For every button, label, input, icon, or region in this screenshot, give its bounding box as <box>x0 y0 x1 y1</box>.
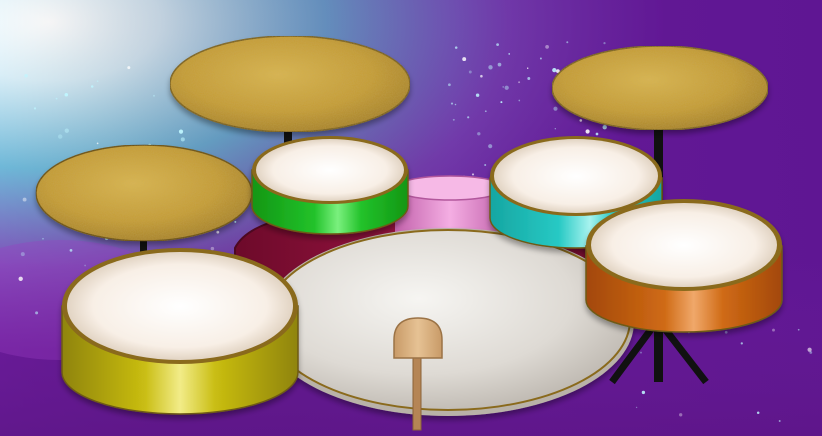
sparkle-dot <box>42 237 44 240</box>
sparkle-dot <box>84 264 86 267</box>
sparkle-dot <box>90 85 94 88</box>
sparkle-dot <box>488 65 493 70</box>
sparkle-dot <box>539 57 542 60</box>
sparkle-dot <box>585 129 590 134</box>
sparkle-dot <box>518 81 521 84</box>
ride-cymbal-center[interactable] <box>169 35 411 133</box>
sparkle-dot <box>554 128 556 130</box>
sparkle-dot <box>452 118 455 121</box>
sparkle-dot <box>497 62 502 67</box>
sparkle-dot <box>484 110 487 113</box>
sparkle-dot <box>234 220 237 223</box>
sparkle-dot <box>556 69 560 73</box>
sparkle-dot <box>602 125 607 130</box>
sparkle-dot <box>797 328 800 331</box>
high-tom-green[interactable] <box>251 136 409 235</box>
sparkle-dot <box>35 311 39 315</box>
sparkle-dot <box>448 83 451 87</box>
sparkle-dot <box>809 351 813 354</box>
sparkle-dot <box>545 45 549 49</box>
sparkle-dot <box>454 103 457 106</box>
sparkle-dot <box>679 413 683 417</box>
sparkle-dot <box>778 420 781 422</box>
sparkle-dot <box>468 70 472 74</box>
sparkle-dot <box>467 116 470 119</box>
crash-cymbal-right[interactable] <box>551 45 769 131</box>
sparkle-dot <box>210 246 215 251</box>
sparkle-dot <box>508 53 511 55</box>
sparkle-dot <box>502 86 505 88</box>
sparkle-dot <box>450 102 454 105</box>
sparkle-dot <box>603 42 606 45</box>
sparkle-dot <box>96 142 99 145</box>
sparkle-dot <box>740 342 743 345</box>
sparkle-dot <box>724 330 728 334</box>
sparkle-dot <box>58 134 63 139</box>
sparkle-dot <box>477 132 481 136</box>
sparkle-dot <box>807 347 812 352</box>
sparkle-dot <box>33 107 37 110</box>
sparkle-dot <box>55 97 58 100</box>
sparkle-dot <box>64 93 69 97</box>
sparkle-dot <box>480 74 483 78</box>
sparkle-dot <box>22 197 27 202</box>
sparkle-dot <box>579 119 583 122</box>
sparkle-dot <box>462 57 467 62</box>
sparkle-dot <box>635 406 638 409</box>
sparkle-dot <box>180 137 185 142</box>
sparkle-dot <box>488 144 493 149</box>
sparkle-dot <box>64 128 69 133</box>
sparkle-dot <box>484 163 487 167</box>
sparkle-dot <box>20 252 25 257</box>
sparkle-dot <box>518 99 521 102</box>
sparkle-dot <box>756 411 760 415</box>
floor-tom-orange[interactable] <box>585 199 783 333</box>
sparkle-dot <box>595 132 599 136</box>
sparkle-dot <box>553 106 558 111</box>
sparkle-dot <box>454 46 458 49</box>
sparkle-dot <box>69 249 73 252</box>
sparkle-dot <box>496 43 499 46</box>
sparkle-dot <box>152 94 156 97</box>
sparkle-dot <box>127 66 131 70</box>
floor-tom-left[interactable] <box>61 248 299 415</box>
sparkle-dot <box>504 85 509 90</box>
sparkle-dot <box>500 101 503 104</box>
sparkle-dot <box>18 276 23 281</box>
sparkle-dot <box>527 77 531 80</box>
sparkle-dot <box>216 230 220 234</box>
bass-drum[interactable] <box>262 228 634 416</box>
sparkle-dot <box>640 351 642 354</box>
sparkle-dot <box>641 390 646 395</box>
sparkle-dot <box>566 41 569 44</box>
sparkle-dot <box>96 80 99 83</box>
snare-drum-pink[interactable] <box>394 175 506 233</box>
sparkle-dot <box>178 129 184 134</box>
sparkle-dot <box>475 93 480 97</box>
sparkle-dot <box>527 67 529 69</box>
sparkle-dot <box>772 328 775 332</box>
sparkle-dot <box>471 173 475 176</box>
sparkle-dot <box>552 67 557 73</box>
crash-cymbal-left[interactable] <box>35 144 253 242</box>
kick-pedal-beater[interactable] <box>393 317 443 431</box>
mid-tom-cyan[interactable] <box>489 136 663 249</box>
sparkle-dot <box>24 74 28 78</box>
